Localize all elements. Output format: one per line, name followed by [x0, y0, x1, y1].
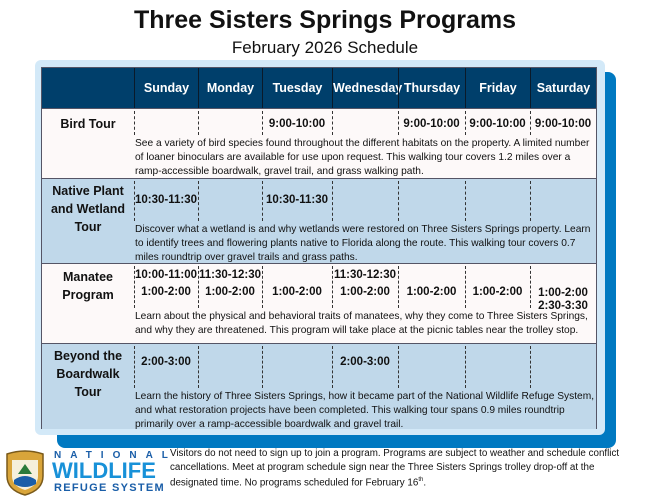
column-divider [332, 266, 333, 308]
column-divider [332, 346, 333, 388]
nwrs-logo [4, 450, 46, 501]
program-name: Bird Tour [60, 117, 116, 131]
session-time: 11:30-12:30 [333, 269, 397, 281]
day-header-thursday: Thursday [398, 68, 465, 108]
day-header-friday: Friday [465, 68, 530, 108]
session-time: 1:00-2:00 [272, 286, 322, 298]
session-time: 9:00-10:00 [268, 118, 326, 130]
footer-sup: th [418, 477, 424, 483]
column-divider [134, 346, 135, 388]
program-description: See a variety of bird species found thro… [135, 138, 590, 177]
session-time: 1:00-2:00 [538, 287, 588, 299]
page-subtitle: February 2026 Schedule [231, 38, 419, 57]
column-divider [398, 346, 399, 388]
session-time: 2:00-3:00 [340, 356, 390, 368]
session-time: 1:00-2:00 [472, 286, 523, 298]
column-divider [134, 266, 135, 308]
column-divider [465, 346, 466, 388]
column-divider [530, 346, 531, 388]
session-time: 10:30-11:30 [265, 194, 329, 206]
column-divider [262, 111, 263, 135]
column-divider [262, 181, 263, 221]
table-header: Sunday Monday Tuesday Wednesday Thursday Frid… [42, 68, 596, 108]
column-divider [198, 111, 199, 135]
column-divider [398, 111, 399, 135]
schedule-table: Sunday Monday Tuesday Wednesday Thursday Frid… [41, 67, 597, 430]
program-description: Discover what a wetland is and why wetla… [135, 224, 591, 263]
day-header-saturday: Saturday [530, 68, 596, 108]
column-divider [198, 266, 199, 308]
fws-shield-icon [6, 450, 44, 496]
program-row: Bird Tour 9:00-10:00 9:00-10:00 9:00-10:00 9… [42, 108, 596, 178]
column-divider [134, 111, 135, 135]
session-time: 9:00-10:00 [403, 118, 460, 130]
session-time: 10:00-11:00 [134, 269, 198, 281]
logo-national: NATIONAL [54, 450, 177, 461]
day-header-sunday: Sunday [134, 68, 198, 108]
session-time: 2:00-3:00 [141, 356, 191, 368]
program-row: Native Plant and Wetland Tour 10:30-11:30… [42, 178, 596, 263]
program-description: Learn about the physical and behavioral … [135, 311, 588, 336]
program-description: Learn the history of Three Sisters Sprin… [135, 391, 595, 430]
column-divider [465, 266, 466, 308]
day-header-tuesday: Tuesday [262, 68, 332, 108]
column-divider [332, 111, 333, 135]
column-divider [398, 266, 399, 308]
session-time: 11:30-12:30 [198, 269, 262, 281]
session-time: 10:30-11:30 [134, 194, 198, 206]
column-divider [530, 111, 531, 135]
footer-end: . [423, 477, 427, 489]
program-row: Manatee Program 10:00-11:00 1:00-2:00 11:30… [42, 263, 596, 343]
column-divider [262, 346, 263, 388]
day-header-monday: Monday [198, 68, 262, 108]
session-time: 1:00-2:00 [340, 286, 390, 298]
program-name: Native Plant and Wetland Tour [50, 184, 126, 234]
column-divider [465, 181, 466, 221]
column-divider [332, 181, 333, 221]
column-divider [398, 181, 399, 221]
column-divider [262, 266, 263, 308]
program-name: Manatee Program [62, 270, 114, 302]
session-time: 9:00-10:00 [469, 118, 526, 130]
session-time: 2:30-3:30 [538, 300, 588, 312]
footer-text: Visitors do not need to sign up to join … [170, 448, 620, 489]
session-time: 9:00-10:00 [534, 118, 592, 130]
column-divider [198, 346, 199, 388]
column-divider [134, 181, 135, 221]
day-header-wednesday: Wednesday [332, 68, 402, 108]
column-divider [465, 111, 466, 135]
session-time: 1:00-2:00 [406, 286, 457, 298]
page-title: Three Sisters Springs Programs [133, 6, 517, 34]
column-divider [198, 181, 199, 221]
column-divider [530, 266, 531, 308]
program-row: Beyond the Boardwalk Tour 2:00-3:00 2:00-3… [42, 343, 596, 430]
column-divider [530, 181, 531, 221]
program-name: Beyond the Boardwalk Tour [53, 349, 123, 399]
logo-wildlife: WILDLIFE [52, 458, 156, 483]
session-time: 1:00-2:00 [205, 286, 255, 298]
session-time: 1:00-2:00 [141, 286, 191, 298]
footer-note: Visitors do not need to sign up to join … [170, 447, 640, 490]
logo-refuge-system: REFUGE SYSTEM [54, 482, 166, 494]
